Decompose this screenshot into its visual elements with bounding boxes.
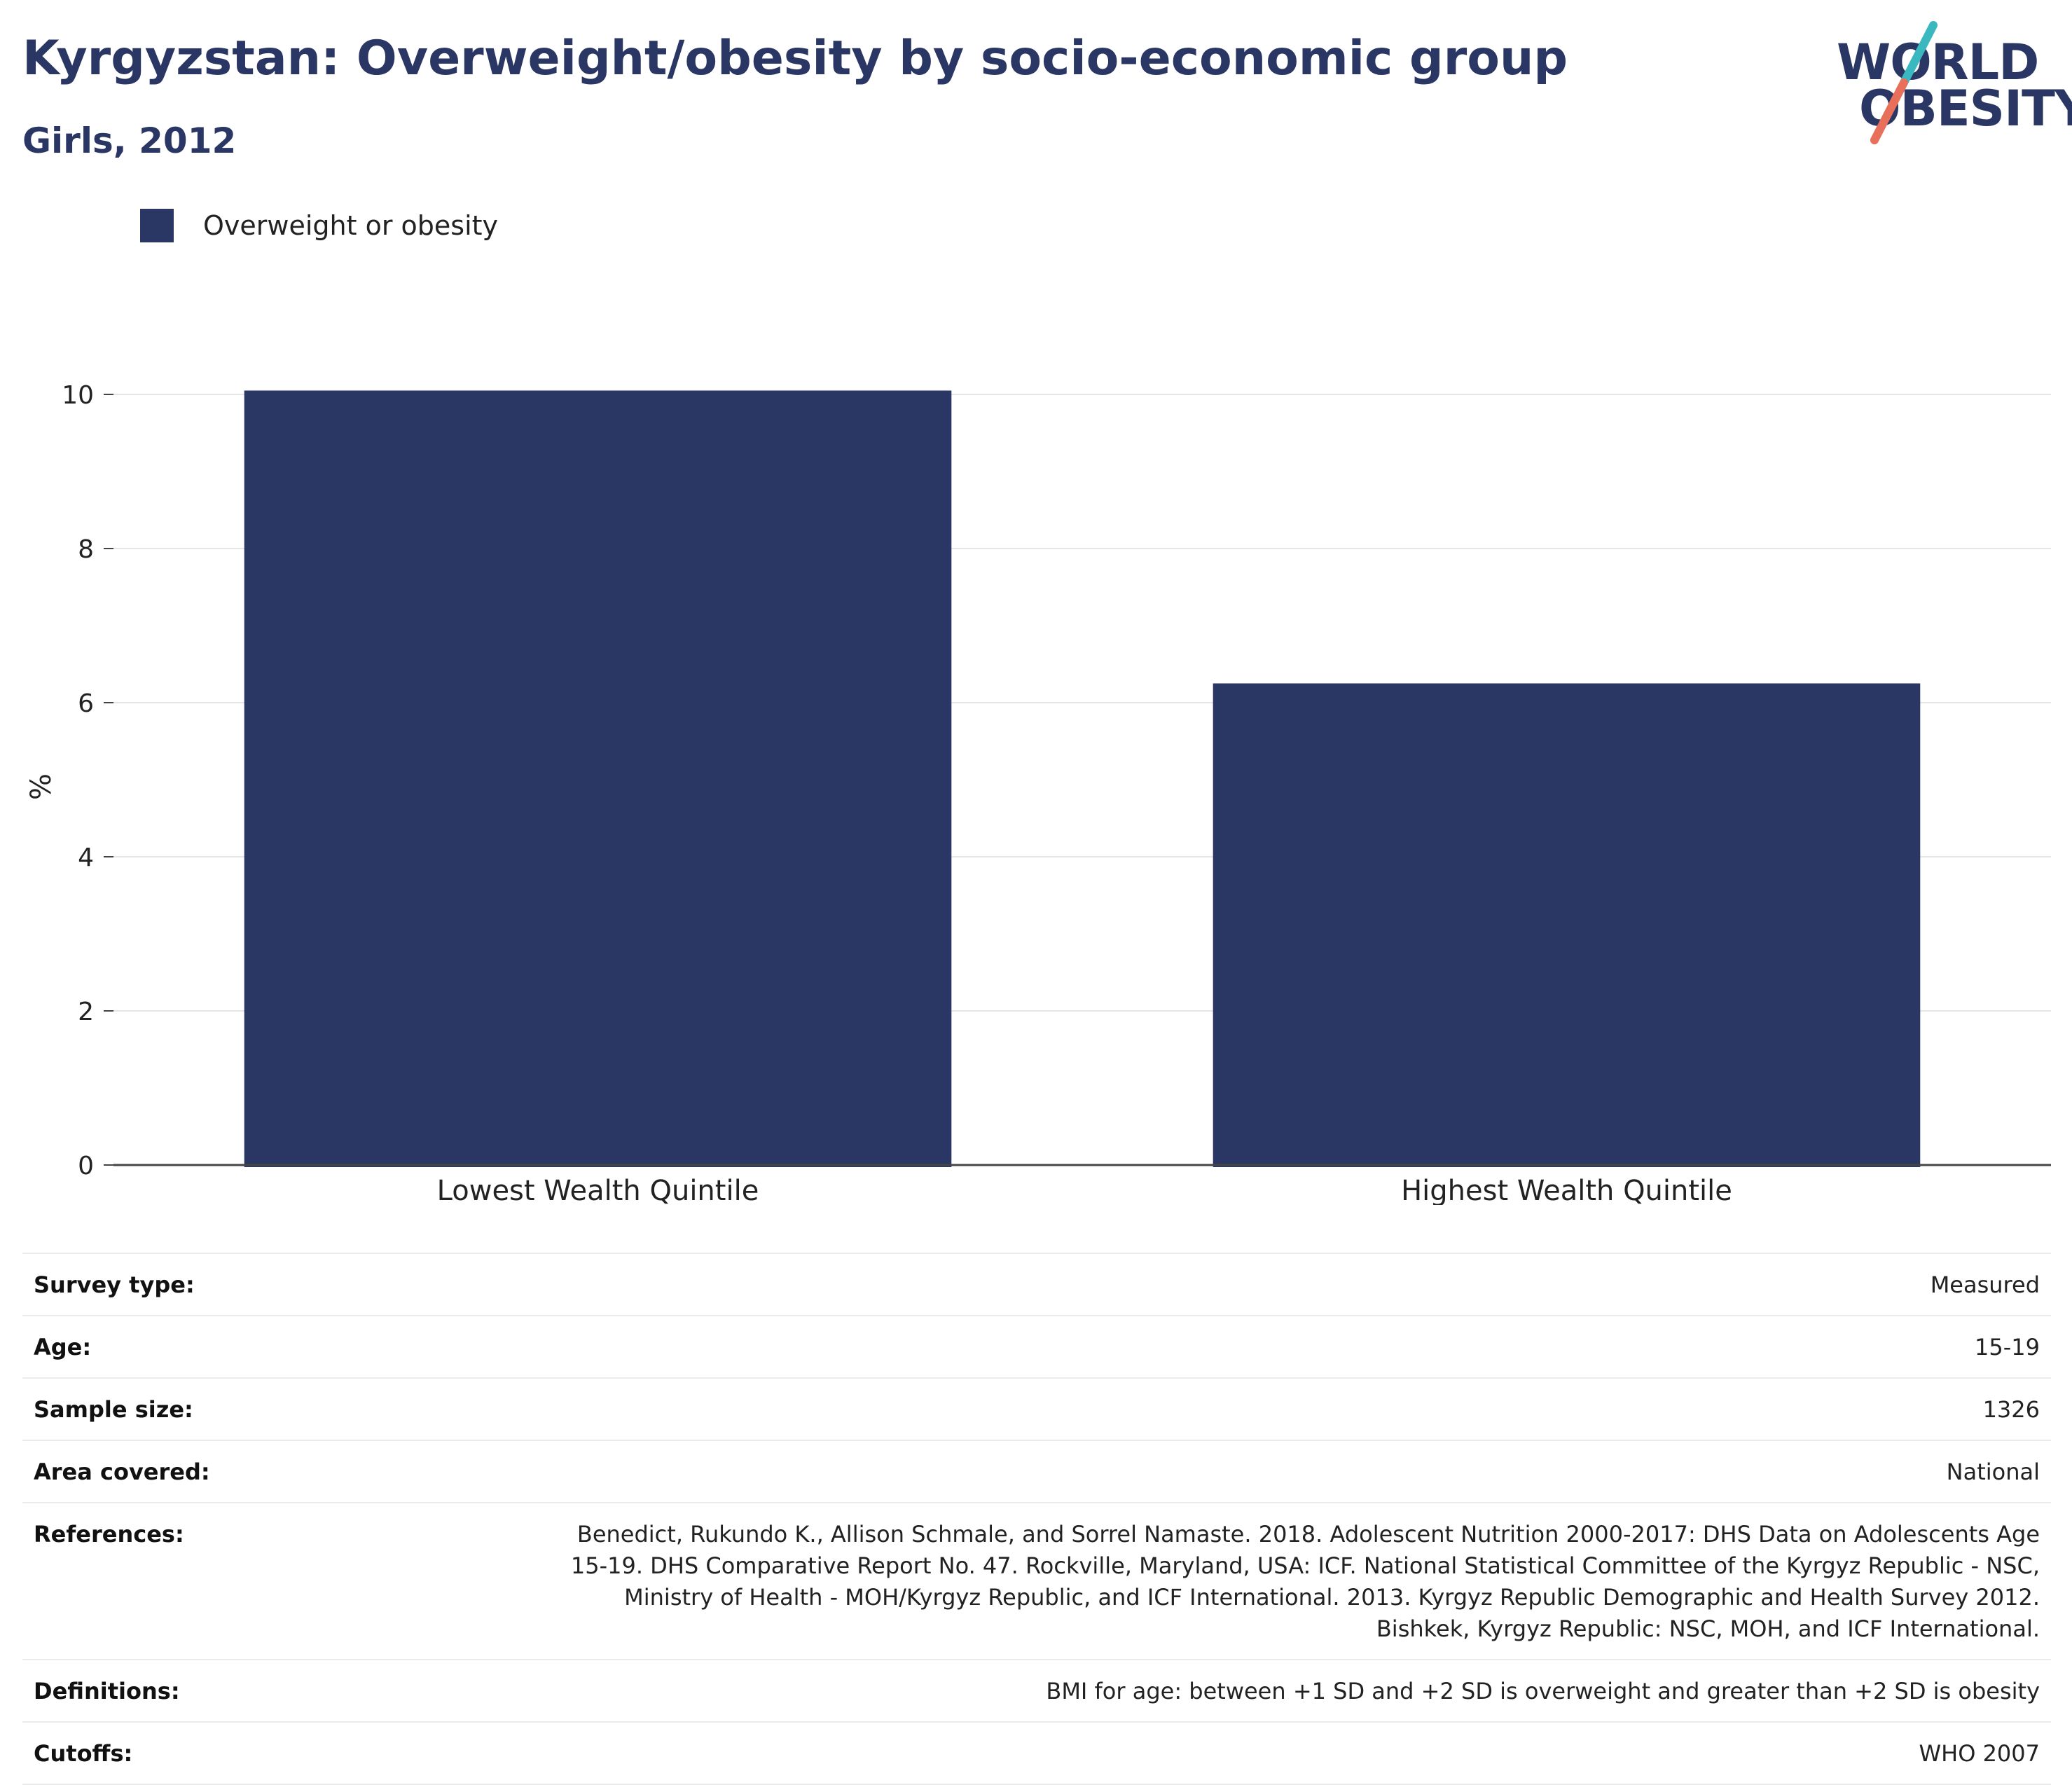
logo-slash-coral — [1870, 78, 1908, 144]
legend-swatch — [140, 209, 174, 242]
page-title: Kyrgyzstan: Overweight/obesity by socio-… — [22, 31, 1568, 86]
logo-slash-icon — [1870, 21, 1938, 144]
y-tick-label: 10 — [62, 381, 94, 410]
metadata-row: Definitions: BMI for age: between +1 SD a… — [22, 1659, 2051, 1721]
metadata-value: Measured — [1930, 1271, 2040, 1298]
metadata-label: Definitions: — [34, 1678, 180, 1704]
metadata-row: Sample size: 1326 — [22, 1377, 2051, 1440]
metadata-row: References: Benedict, Rukundo K., Allison… — [22, 1502, 2051, 1659]
bar — [1213, 683, 1921, 1167]
metadata-table: Survey type: Measured Age: 15-19 Sample size… — [22, 1253, 2051, 1785]
metadata-value: National — [1946, 1459, 2040, 1485]
bar — [244, 390, 952, 1167]
metadata-value: 15-19 — [1975, 1334, 2040, 1360]
legend-label: Overweight or obesity — [203, 210, 499, 241]
logo-slash-teal — [1900, 21, 1938, 87]
x-tick-label: Lowest Wealth Quintile — [437, 1175, 759, 1205]
metadata-value: BMI for age: between +1 SD and +2 SD is … — [1046, 1678, 2040, 1704]
metadata-value: Benedict, Rukundo K., Allison Schmale, a… — [570, 1521, 2040, 1642]
y-tick-label: 0 — [78, 1152, 94, 1180]
bar-chart: 0 2 4 6 8 10% Lowest Wealth Quintile Highest We… — [25, 381, 2051, 1205]
chart-legend: Overweight or obesity — [140, 209, 498, 242]
y-tick-label: 4 — [78, 843, 94, 872]
metadata-row: Area covered: National — [22, 1440, 2051, 1502]
metadata-label: References: — [34, 1521, 184, 1548]
metadata-value: WHO 2007 — [1919, 1740, 2040, 1767]
logo-text-line1: WORLD — [1837, 34, 2039, 91]
metadata-label: Cutoffs: — [34, 1740, 133, 1767]
page-subtitle: Girls, 2012 — [22, 120, 237, 161]
y-axis-label: % — [25, 773, 57, 800]
metadata-row: Age: 15-19 — [22, 1315, 2051, 1377]
metadata-label: Survey type: — [34, 1271, 195, 1298]
world-obesity-logo: WORLD OBESITY — [1821, 20, 2072, 153]
y-tick-label: 8 — [78, 535, 94, 564]
metadata-label: Area covered: — [34, 1459, 210, 1485]
metadata-row: Cutoffs: WHO 2007 — [22, 1721, 2051, 1785]
metadata-row: Survey type: Measured — [22, 1253, 2051, 1315]
x-tick-label: Highest Wealth Quintile — [1401, 1175, 1732, 1205]
y-tick-label: 2 — [78, 998, 94, 1026]
metadata-label: Sample size: — [34, 1396, 193, 1423]
metadata-label: Age: — [34, 1334, 92, 1360]
y-tick-label: 6 — [78, 689, 94, 718]
metadata-value: 1326 — [1982, 1396, 2040, 1423]
